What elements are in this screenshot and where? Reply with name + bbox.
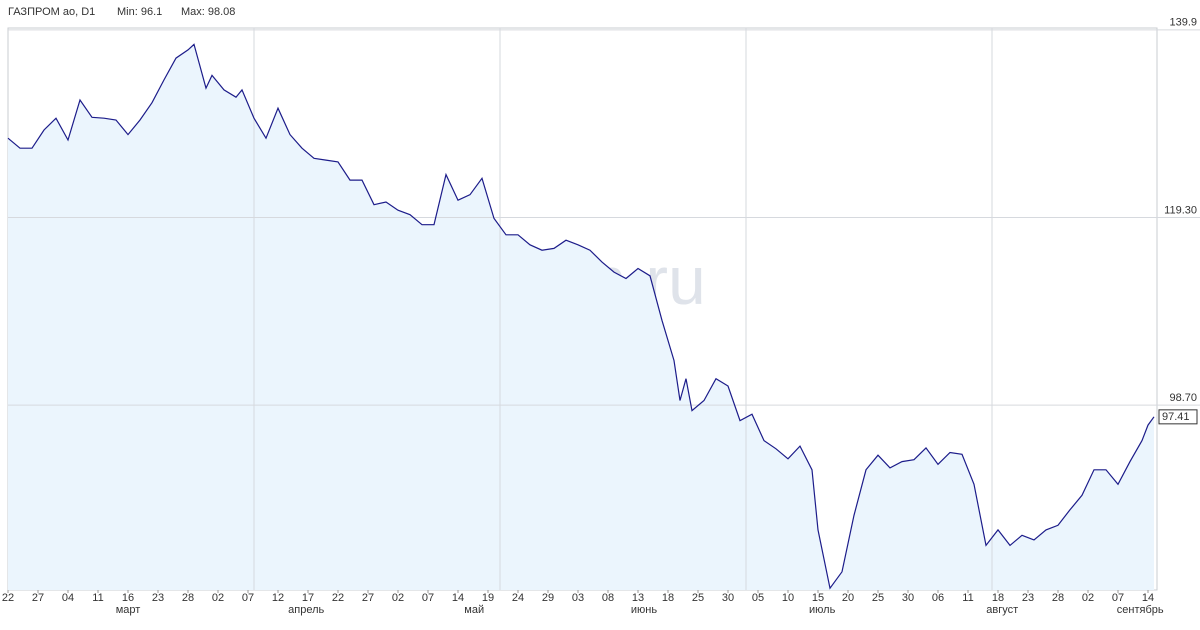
last-value-label: 97.41 [1162,411,1190,423]
y-tick-label: 98.70 [1169,392,1197,404]
x-tick-label: 16 [122,592,134,604]
x-tick-label: 14 [1142,592,1154,604]
x-tick-label: 24 [512,592,524,604]
x-tick-label: 12 [272,592,284,604]
chart-title: ГАЗПРОМ ао, D1 [8,6,95,18]
month-label: март [116,604,141,616]
max-label: Max: 98.08 [181,6,235,18]
x-tick-label: 18 [992,592,1004,604]
x-tick-label: 28 [182,592,194,604]
x-tick-label: 11 [962,592,973,604]
x-tick-label: 03 [572,592,584,604]
x-tick-label: 15 [812,592,824,604]
x-tick-label: 22 [332,592,344,604]
y-tick-label: 119.30 [1164,204,1197,216]
x-tick-label: 04 [62,592,74,604]
x-tick-label: 30 [902,592,914,604]
x-tick-label: 27 [362,592,374,604]
area-fill [8,44,1154,590]
month-label: июнь [631,604,657,616]
x-tick-label: 28 [1052,592,1064,604]
x-tick-label: 07 [242,592,254,604]
x-tick-label: 02 [392,592,404,604]
x-tick-label: 07 [422,592,434,604]
x-tick-label: 29 [542,592,554,604]
y-tick-label: 139.9 [1169,17,1197,29]
x-tick-label: 06 [932,592,944,604]
x-tick-label: 23 [1022,592,1034,604]
month-label: сентябрь [1117,604,1164,616]
month-label: май [464,604,484,616]
x-tick-label: 14 [452,592,464,604]
x-tick-label: 20 [842,592,854,604]
x-tick-label: 30 [722,592,734,604]
x-tick-label: 05 [752,592,764,604]
last-value-box [1158,409,1198,425]
x-tick-label: 25 [692,592,704,604]
min-label: Min: 96.1 [117,6,162,18]
x-tick-label: 02 [212,592,224,604]
x-tick-label: 25 [872,592,884,604]
month-label: август [986,604,1018,616]
x-tick-label: 27 [32,592,44,604]
x-tick-label: 07 [1112,592,1124,604]
price-line [7,43,1155,590]
x-tick-label: 18 [662,592,674,604]
x-tick-label: 17 [302,592,314,604]
x-tick-label: 13 [632,592,644,604]
x-tick-label: 19 [482,592,494,604]
x-tick-label: 08 [602,592,614,604]
x-tick-label: 02 [1082,592,1094,604]
month-label: июль [809,604,836,616]
month-label: апрель [288,604,324,616]
x-tick-label: 11 [92,592,103,604]
x-tick-label: 22 [2,592,14,604]
x-tick-label: 10 [782,592,794,604]
x-tick-label: 23 [152,592,164,604]
